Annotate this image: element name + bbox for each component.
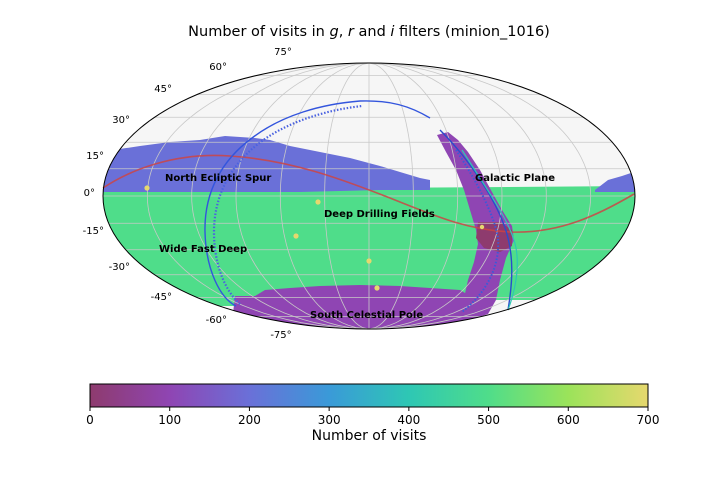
lat-label-neg15: -15° [83,226,104,237]
colorbar-tick-label: 700 [637,413,660,427]
grid-meridian [368,63,503,329]
grid-meridian [324,63,370,329]
chart-title: Number of visits in g, r and i filters (… [188,24,550,40]
colorbar-tick-label: 600 [557,413,580,427]
label-south-celestial-pole: South Celestial Pole [310,310,423,321]
colorbar-label: Number of visits [312,428,427,444]
galactic-boundary-teal [461,149,518,311]
deep-drilling-points [144,185,485,291]
label-deep-drilling-fields: Deep Drilling Fields [324,209,435,220]
ddf-point [315,199,321,205]
colorbar-tick-label: 100 [158,413,181,427]
region-north-ecliptic-spur [103,136,430,192]
title-part: and [354,24,391,40]
grid-meridian [368,63,547,329]
label-wide-fast-deep: Wide Fast Deep [159,244,247,255]
title-part: i [390,24,394,40]
colorbar-gradient [89,383,649,408]
title-part: r [348,24,355,40]
sky-ellipse [102,62,636,330]
grid-meridian [235,63,370,329]
label-north-ecliptic-spur: North Ecliptic Spur [165,173,271,184]
lat-label-neg30: -30° [109,262,130,273]
grid-meridian [279,63,370,329]
title-part: , [339,24,348,40]
galactic-boundary-west-dotted [212,104,363,305]
lat-label-75: 75° [274,47,292,58]
galactic-boundary-west [204,100,431,307]
grid-meridian [368,63,414,329]
colorbar-tick-label: 300 [318,413,341,427]
region-labels: North Ecliptic Spur Galactic Plane Deep … [159,173,555,321]
grid-meridian [368,63,459,329]
colorbar: 0 100 200 300 400 500 600 700 Number of visits [86,383,659,444]
lat-label-neg45: -45° [151,292,172,303]
title-part: Number of visits in [188,24,329,40]
title-part: filters (minion_1016) [394,24,549,40]
lat-label-neg75: -75° [270,330,291,341]
lat-label-30: 30° [112,115,130,126]
lat-label-neg60: -60° [206,315,227,326]
region-galactic-plane [437,132,514,318]
colorbar-ticks: 0 100 200 300 400 500 600 700 [86,407,659,427]
ddf-point [293,233,299,239]
lat-label-45: 45° [154,84,172,95]
ecliptic-curve [102,154,635,233]
lat-label-60: 60° [209,62,227,73]
ddf-point [366,258,372,264]
lat-label-15: 15° [86,151,104,162]
galactic-boundary-east [439,129,513,311]
ddf-point [144,185,150,191]
grid-meridian [191,63,370,329]
label-galactic-plane: Galactic Plane [475,173,555,184]
latitude-labels: 75° 60° 45° 30° 15° 0° -15° -30° -45° -6… [83,47,292,341]
ddf-point [374,285,380,291]
colorbar-tick-label: 500 [477,413,500,427]
ddf-point [479,224,485,230]
colorbar-tick-label: 200 [238,413,261,427]
colorbar-tick-label: 400 [397,413,420,427]
title-part: g [329,24,338,40]
colorbar-tick-label: 0 [86,413,94,427]
lat-label-0: 0° [84,188,95,199]
sky-border [102,62,636,330]
region-north-ecliptic-spur-east [595,170,635,192]
